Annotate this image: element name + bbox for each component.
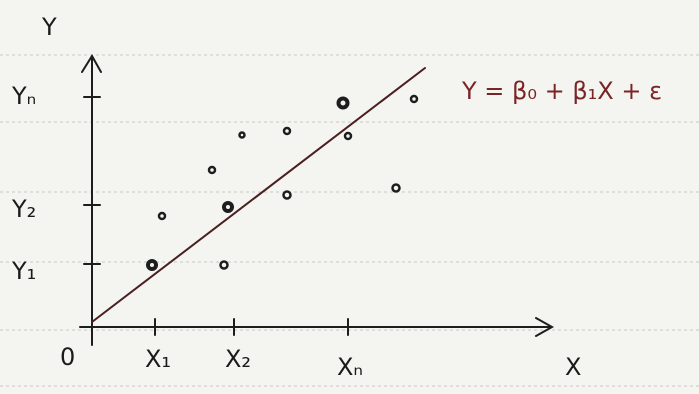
y-tick-label: Y₁ <box>11 257 36 285</box>
diagram: Y X 0 Yₙ Y₂ Y₁ X₁ X₂ Xₙ Y = β₀ + β₁X + ε <box>0 0 699 394</box>
x-tick-label: X₂ <box>225 345 251 373</box>
equation: Y = β₀ + β₁X + ε <box>461 77 662 105</box>
x-tick-label: X₁ <box>145 345 171 373</box>
y-tick-label: Y₂ <box>11 195 36 223</box>
y-axis-label: Y <box>41 13 57 41</box>
x-tick-label: Xₙ <box>337 353 363 381</box>
x-axis-label: X <box>565 353 581 381</box>
y-tick-label: Yₙ <box>11 82 36 110</box>
origin-label: 0 <box>60 343 75 371</box>
paper <box>0 0 699 394</box>
